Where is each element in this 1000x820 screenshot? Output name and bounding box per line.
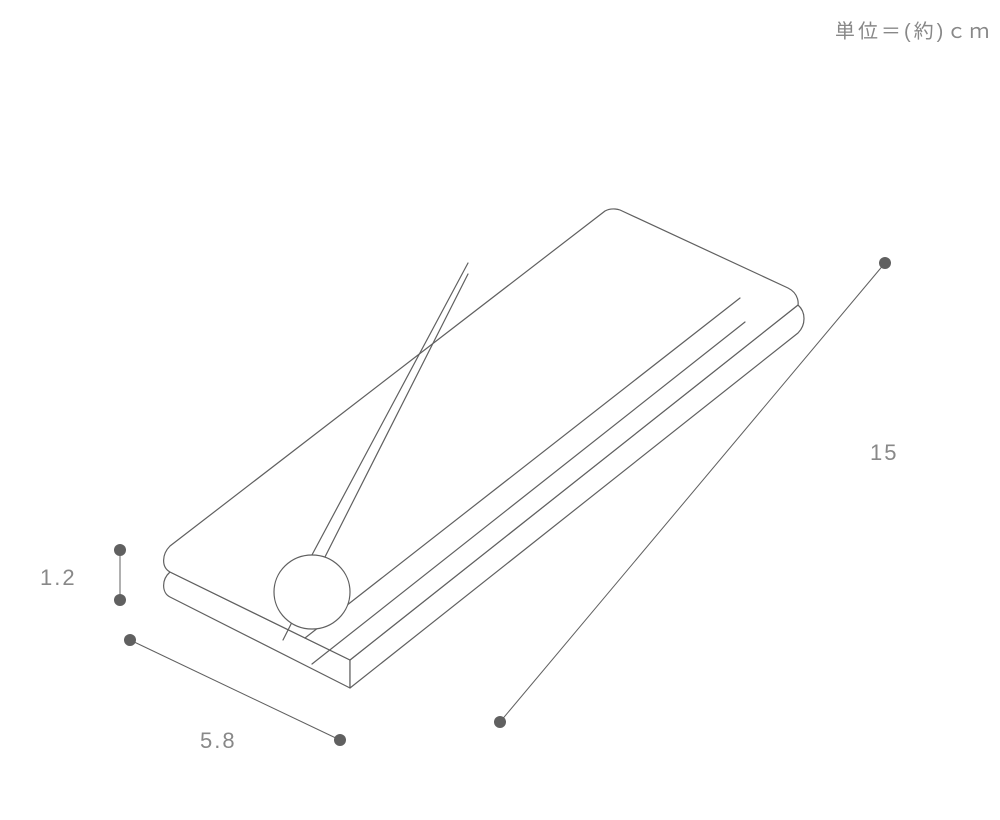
dim-height-label: 1.2 [40, 565, 77, 590]
dim-width-dot-1 [334, 734, 346, 746]
dim-height-dot-1 [114, 594, 126, 606]
unit-note: 単位＝(約)ｃｍ [835, 21, 992, 43]
magnet-disc [274, 555, 350, 629]
dim-length-dot-0 [494, 716, 506, 728]
dim-height-dot-0 [114, 544, 126, 556]
dim-width-dot-0 [124, 634, 136, 646]
dim-length-dot-1 [879, 257, 891, 269]
dim-length-label: 15 [870, 440, 898, 465]
dim-width-label: 5.8 [200, 728, 237, 753]
